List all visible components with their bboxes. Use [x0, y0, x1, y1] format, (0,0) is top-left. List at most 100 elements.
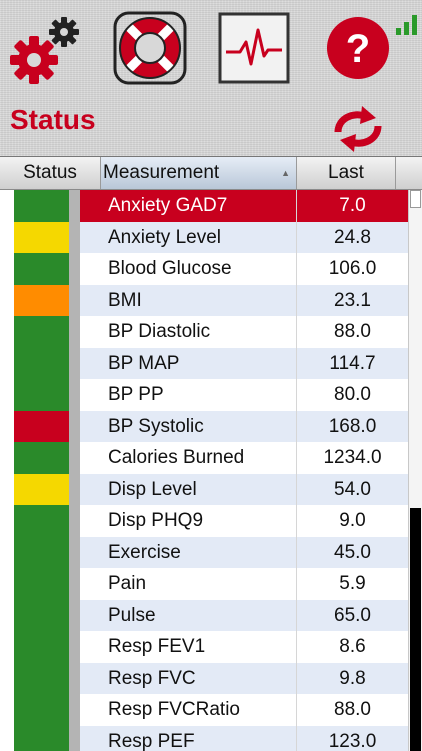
- status-cell-margin: [0, 222, 14, 254]
- last-value-cell: 88.0: [297, 694, 408, 726]
- status-indicator: [14, 537, 69, 569]
- heart-rate-icon: [218, 12, 290, 84]
- status-cell: [0, 694, 80, 726]
- status-gutter: [69, 505, 80, 537]
- status-cell: [0, 631, 80, 663]
- gears-icon: [8, 12, 84, 88]
- help-button[interactable]: ?: [324, 12, 392, 84]
- status-cell-margin: [0, 348, 14, 380]
- column-header-last[interactable]: Last: [297, 157, 396, 189]
- status-cell-margin: [0, 600, 14, 632]
- status-cell: [0, 190, 80, 222]
- status-gutter: [69, 442, 80, 474]
- last-value-cell: 9.8: [297, 663, 408, 695]
- status-cell-margin: [0, 568, 14, 600]
- status-cell: [0, 285, 80, 317]
- status-gutter: [69, 190, 80, 222]
- column-header-measurement[interactable]: Measurement ▲: [101, 157, 297, 189]
- monitor-button[interactable]: [218, 12, 290, 84]
- status-cell: [0, 348, 80, 380]
- status-cell: [0, 411, 80, 443]
- last-value-cell: 88.0: [297, 316, 408, 348]
- status-indicator: [14, 474, 69, 506]
- scrollbar-thumb[interactable]: [410, 508, 421, 751]
- status-indicator: [14, 442, 69, 474]
- status-cell-margin: [0, 663, 14, 695]
- status-indicator: [14, 600, 69, 632]
- status-indicator: [14, 631, 69, 663]
- column-header-status[interactable]: Status: [0, 157, 101, 189]
- status-cell: [0, 663, 80, 695]
- signal-icon: [395, 12, 419, 36]
- status-cell-margin: [0, 694, 14, 726]
- last-value-cell: 1234.0: [297, 442, 408, 474]
- status-cell: [0, 505, 80, 537]
- status-gutter: [69, 348, 80, 380]
- status-gutter: [69, 663, 80, 695]
- refresh-button[interactable]: [328, 104, 388, 154]
- status-cell-margin: [0, 505, 14, 537]
- status-indicator: [14, 253, 69, 285]
- status-indicator: [14, 726, 69, 751]
- header-corner: [396, 157, 422, 189]
- measurement-cell: Exercise: [80, 537, 297, 569]
- status-indicator: [14, 411, 69, 443]
- measurement-cell: Disp PHQ9: [80, 505, 297, 537]
- settings-button[interactable]: [8, 12, 84, 88]
- scrollbar-top-button[interactable]: [410, 190, 421, 208]
- measurement-cell: Anxiety Level: [80, 222, 297, 254]
- last-value-cell: 114.7: [297, 348, 408, 380]
- status-gutter: [69, 694, 80, 726]
- last-value-cell: 123.0: [297, 726, 408, 751]
- status-cell-margin: [0, 631, 14, 663]
- status-gutter: [69, 222, 80, 254]
- measurement-cell: BMI: [80, 285, 297, 317]
- status-cell: [0, 537, 80, 569]
- status-indicator: [14, 316, 69, 348]
- status-cell-margin: [0, 316, 14, 348]
- refresh-icon: [328, 104, 388, 154]
- last-value-cell: 54.0: [297, 474, 408, 506]
- measurement-cell: BP MAP: [80, 348, 297, 380]
- status-gutter: [69, 568, 80, 600]
- support-button[interactable]: [112, 10, 188, 86]
- measurement-cell: BP Diastolic: [80, 316, 297, 348]
- status-cell-margin: [0, 537, 14, 569]
- measurement-cell: Pulse: [80, 600, 297, 632]
- status-cell-margin: [0, 411, 14, 443]
- lifebuoy-icon: [112, 10, 188, 86]
- status-cell-margin: [0, 285, 14, 317]
- status-indicator: [14, 379, 69, 411]
- status-indicator: [14, 222, 69, 254]
- status-cell-margin: [0, 379, 14, 411]
- status-gutter: [69, 411, 80, 443]
- measurement-cell: Resp FEV1: [80, 631, 297, 663]
- last-value-cell: 106.0: [297, 253, 408, 285]
- measurement-cell: Blood Glucose: [80, 253, 297, 285]
- toolbar: ?: [0, 0, 422, 100]
- scrollbar[interactable]: [408, 190, 422, 751]
- status-gutter: [69, 600, 80, 632]
- status-indicator: [14, 505, 69, 537]
- status-indicator: [14, 568, 69, 600]
- measurement-cell: BP PP: [80, 379, 297, 411]
- status-gutter: [69, 631, 80, 663]
